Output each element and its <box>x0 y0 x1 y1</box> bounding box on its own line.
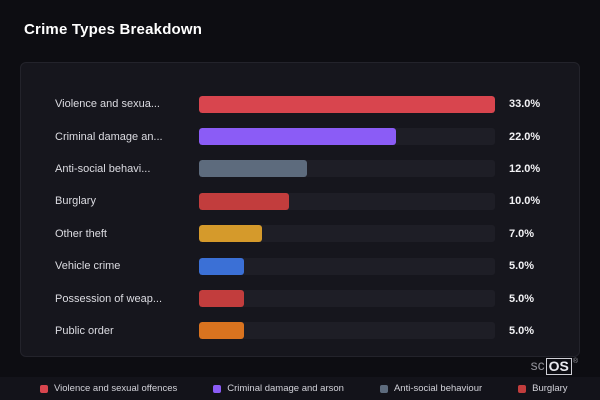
scos-watermark: sc OS ® <box>530 357 578 376</box>
category-label: Public order <box>55 324 114 337</box>
value-label: 22.0% <box>509 130 541 143</box>
bar[interactable] <box>199 95 495 113</box>
legend-swatch-icon <box>518 384 527 393</box>
chart-card: Violence and sexua... 33.0% Criminal dam… <box>20 62 580 357</box>
bar-row: Other theft 7.0% <box>55 218 559 250</box>
bar-track <box>199 128 495 146</box>
bar-row: Public order 5.0% <box>55 315 559 347</box>
legend-label: Burglary <box>532 383 568 394</box>
bar[interactable] <box>199 257 244 275</box>
watermark-prefix: sc <box>530 357 545 373</box>
bar[interactable] <box>199 322 244 340</box>
bar-row: Anti-social behavi... 12.0% <box>55 153 559 185</box>
value-label: 5.0% <box>509 324 535 337</box>
category-label: Criminal damage an... <box>55 130 163 143</box>
legend-item[interactable]: Violence and sexual offences <box>40 383 177 394</box>
value-label: 12.0% <box>509 162 541 175</box>
bar-track <box>199 225 495 243</box>
legend-item[interactable]: Burglary <box>518 383 568 394</box>
legend-item[interactable]: Anti-social behaviour <box>379 383 483 394</box>
value-label: 33.0% <box>509 98 541 111</box>
bar[interactable] <box>199 225 262 243</box>
registered-mark-icon: ® <box>572 358 578 365</box>
legend-label: Violence and sexual offences <box>54 383 178 394</box>
value-label: 5.0% <box>509 292 535 305</box>
category-label: Vehicle crime <box>55 260 121 273</box>
watermark-suffix: OS <box>545 358 572 376</box>
legend-label: Criminal damage and arson <box>227 383 344 394</box>
legend-swatch-icon <box>213 384 222 393</box>
bar[interactable] <box>199 160 307 178</box>
legend-swatch-icon <box>379 384 388 393</box>
bar-row: Violence and sexua... 33.0% <box>55 88 559 120</box>
category-label: Other theft <box>55 227 107 240</box>
category-label: Violence and sexua... <box>55 98 160 111</box>
page-title: Crime Types Breakdown <box>24 21 203 38</box>
bar-track <box>199 192 495 210</box>
bar-track <box>199 257 495 275</box>
category-label: Possession of weap... <box>55 292 163 305</box>
bar-row: Criminal damage an... 22.0% <box>55 120 559 152</box>
category-label: Burglary <box>55 195 96 208</box>
value-label: 10.0% <box>509 195 541 208</box>
bar[interactable] <box>199 192 289 210</box>
bar-row: Possession of weap... 5.0% <box>55 282 559 314</box>
legend-item[interactable]: Criminal damage and arson <box>213 383 344 394</box>
bar[interactable] <box>199 128 397 146</box>
bar-track <box>199 160 495 178</box>
bar[interactable] <box>199 290 244 308</box>
bar-row: Burglary 10.0% <box>55 185 559 217</box>
bar-track <box>199 290 495 308</box>
category-label: Anti-social behavi... <box>55 162 151 175</box>
bar-row: Vehicle crime 5.0% <box>55 250 559 282</box>
legend-label: Anti-social behaviour <box>393 383 483 394</box>
bar-track <box>199 95 495 113</box>
legend-swatch-icon <box>40 384 48 393</box>
chart-legend: Violence and sexual offences Criminal da… <box>0 377 600 400</box>
bar-track <box>199 322 495 340</box>
value-label: 7.0% <box>509 227 535 240</box>
value-label: 5.0% <box>509 260 535 273</box>
